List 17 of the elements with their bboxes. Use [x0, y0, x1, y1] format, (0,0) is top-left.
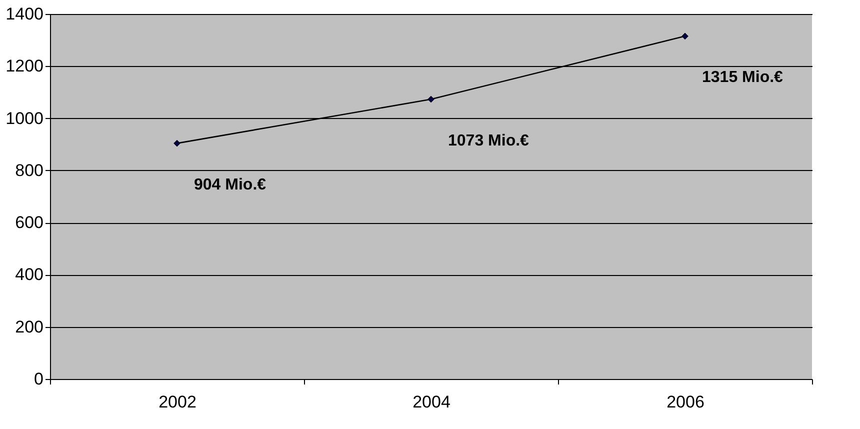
- y-tick-label: 400: [15, 265, 44, 284]
- point: [428, 96, 434, 103]
- data-label: 1315 Mio.€: [702, 69, 784, 86]
- data-label: 904 Mio.€: [194, 176, 266, 194]
- y-tick-label: 1400: [6, 4, 44, 24]
- y-tick-label: 200: [15, 317, 44, 336]
- x-tick-label: 2004: [412, 392, 450, 412]
- point: [682, 32, 688, 40]
- x-tick-label: 2006: [666, 392, 704, 412]
- y-tick-label: 1000: [6, 108, 44, 128]
- data-label: 1073 Mio.€: [448, 132, 530, 150]
- x-tick-label: 2002: [158, 392, 196, 412]
- point: [174, 140, 180, 147]
- y-tick-label: 1200: [6, 56, 44, 76]
- y-tick-label: 800: [15, 160, 44, 180]
- y-tick-label: 0: [34, 370, 44, 388]
- y-tick-label: 600: [15, 213, 44, 232]
